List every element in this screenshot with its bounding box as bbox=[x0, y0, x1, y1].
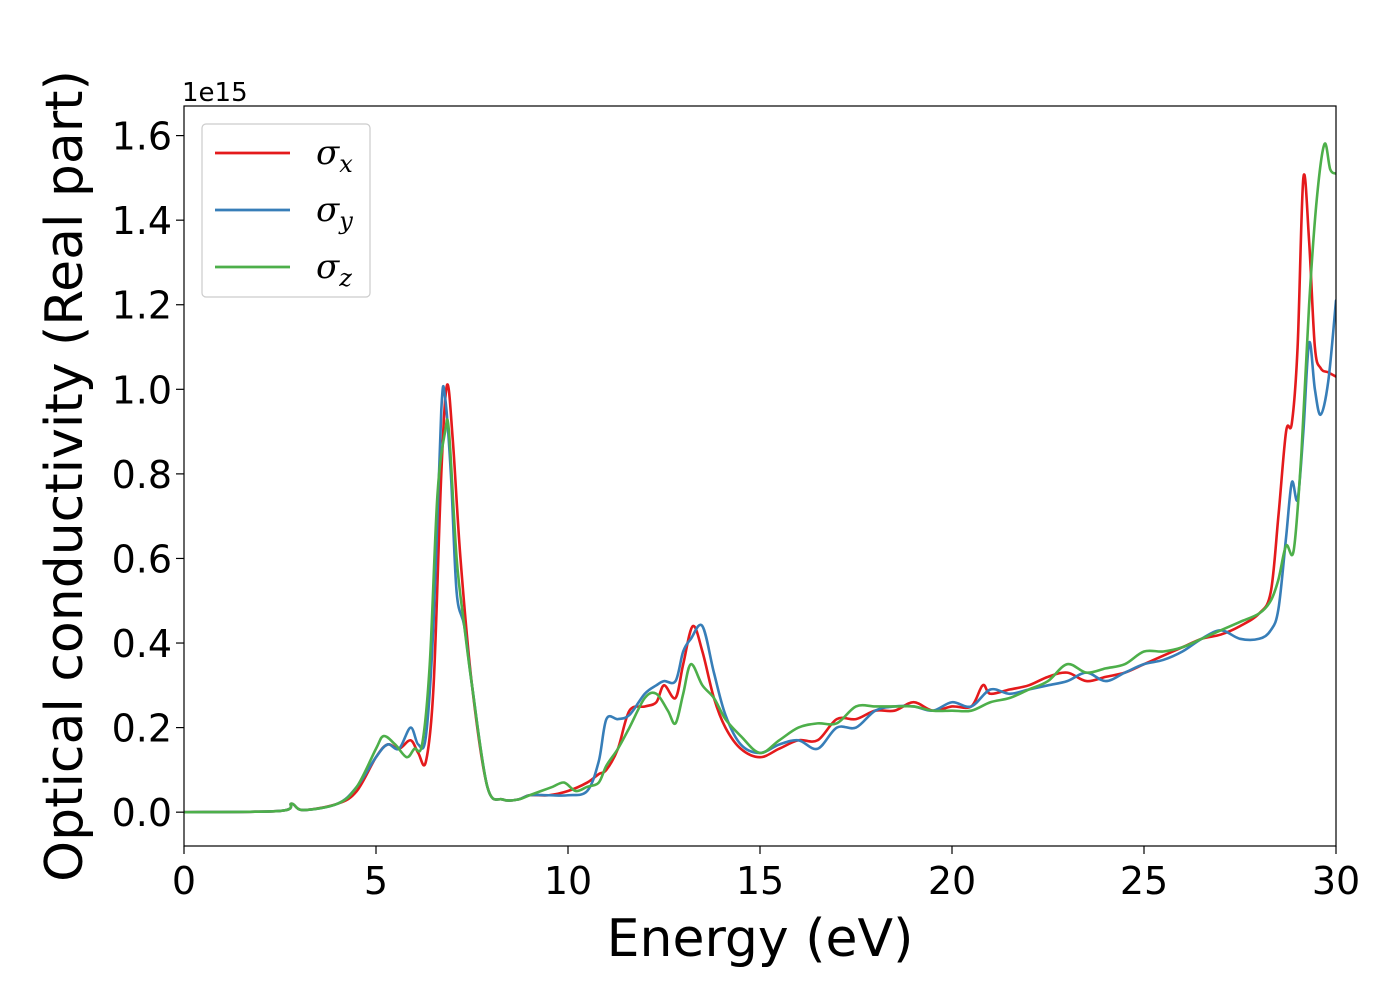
legend-label-y: σy bbox=[316, 190, 353, 235]
y-tick-label: 1.0 bbox=[112, 368, 172, 412]
x-tick-label: 10 bbox=[544, 859, 592, 903]
y-tick-label: 0.2 bbox=[112, 707, 172, 751]
legend: σx σy σz bbox=[201, 123, 371, 298]
legend-label-x: σx bbox=[316, 133, 353, 178]
y-axis-label: Optical conductivity (Real part) bbox=[35, 70, 95, 882]
y-axis-ticks: 0.0 0.2 0.4 0.6 0.8 1.0 1.2 1.4 1.6 bbox=[112, 115, 184, 835]
y-tick-label: 1.6 bbox=[112, 115, 172, 159]
x-tick-label: 0 bbox=[172, 859, 196, 903]
series-line-y bbox=[184, 299, 1336, 814]
series-layer bbox=[184, 142, 1336, 814]
y-tick-label: 0.4 bbox=[112, 622, 172, 666]
legend-label-z: σz bbox=[316, 247, 352, 292]
x-axis-label: Energy (eV) bbox=[607, 909, 914, 969]
x-tick-label: 25 bbox=[1120, 859, 1168, 903]
y-tick-label: 0.0 bbox=[112, 791, 172, 835]
x-tick-label: 5 bbox=[364, 859, 388, 903]
series-line-z bbox=[184, 142, 1336, 814]
y-tick-label: 0.6 bbox=[112, 537, 172, 581]
y-tick-label: 1.2 bbox=[112, 284, 172, 328]
y-tick-label: 0.8 bbox=[112, 453, 172, 497]
x-tick-label: 20 bbox=[928, 859, 976, 903]
y-tick-label: 1.4 bbox=[112, 199, 172, 243]
x-tick-label: 30 bbox=[1312, 859, 1360, 903]
series-line-x bbox=[184, 173, 1336, 814]
x-axis-ticks: 0 5 10 15 20 25 30 bbox=[172, 846, 1360, 903]
y-offset-label: 1e15 bbox=[182, 78, 248, 108]
x-tick-label: 15 bbox=[736, 859, 784, 903]
